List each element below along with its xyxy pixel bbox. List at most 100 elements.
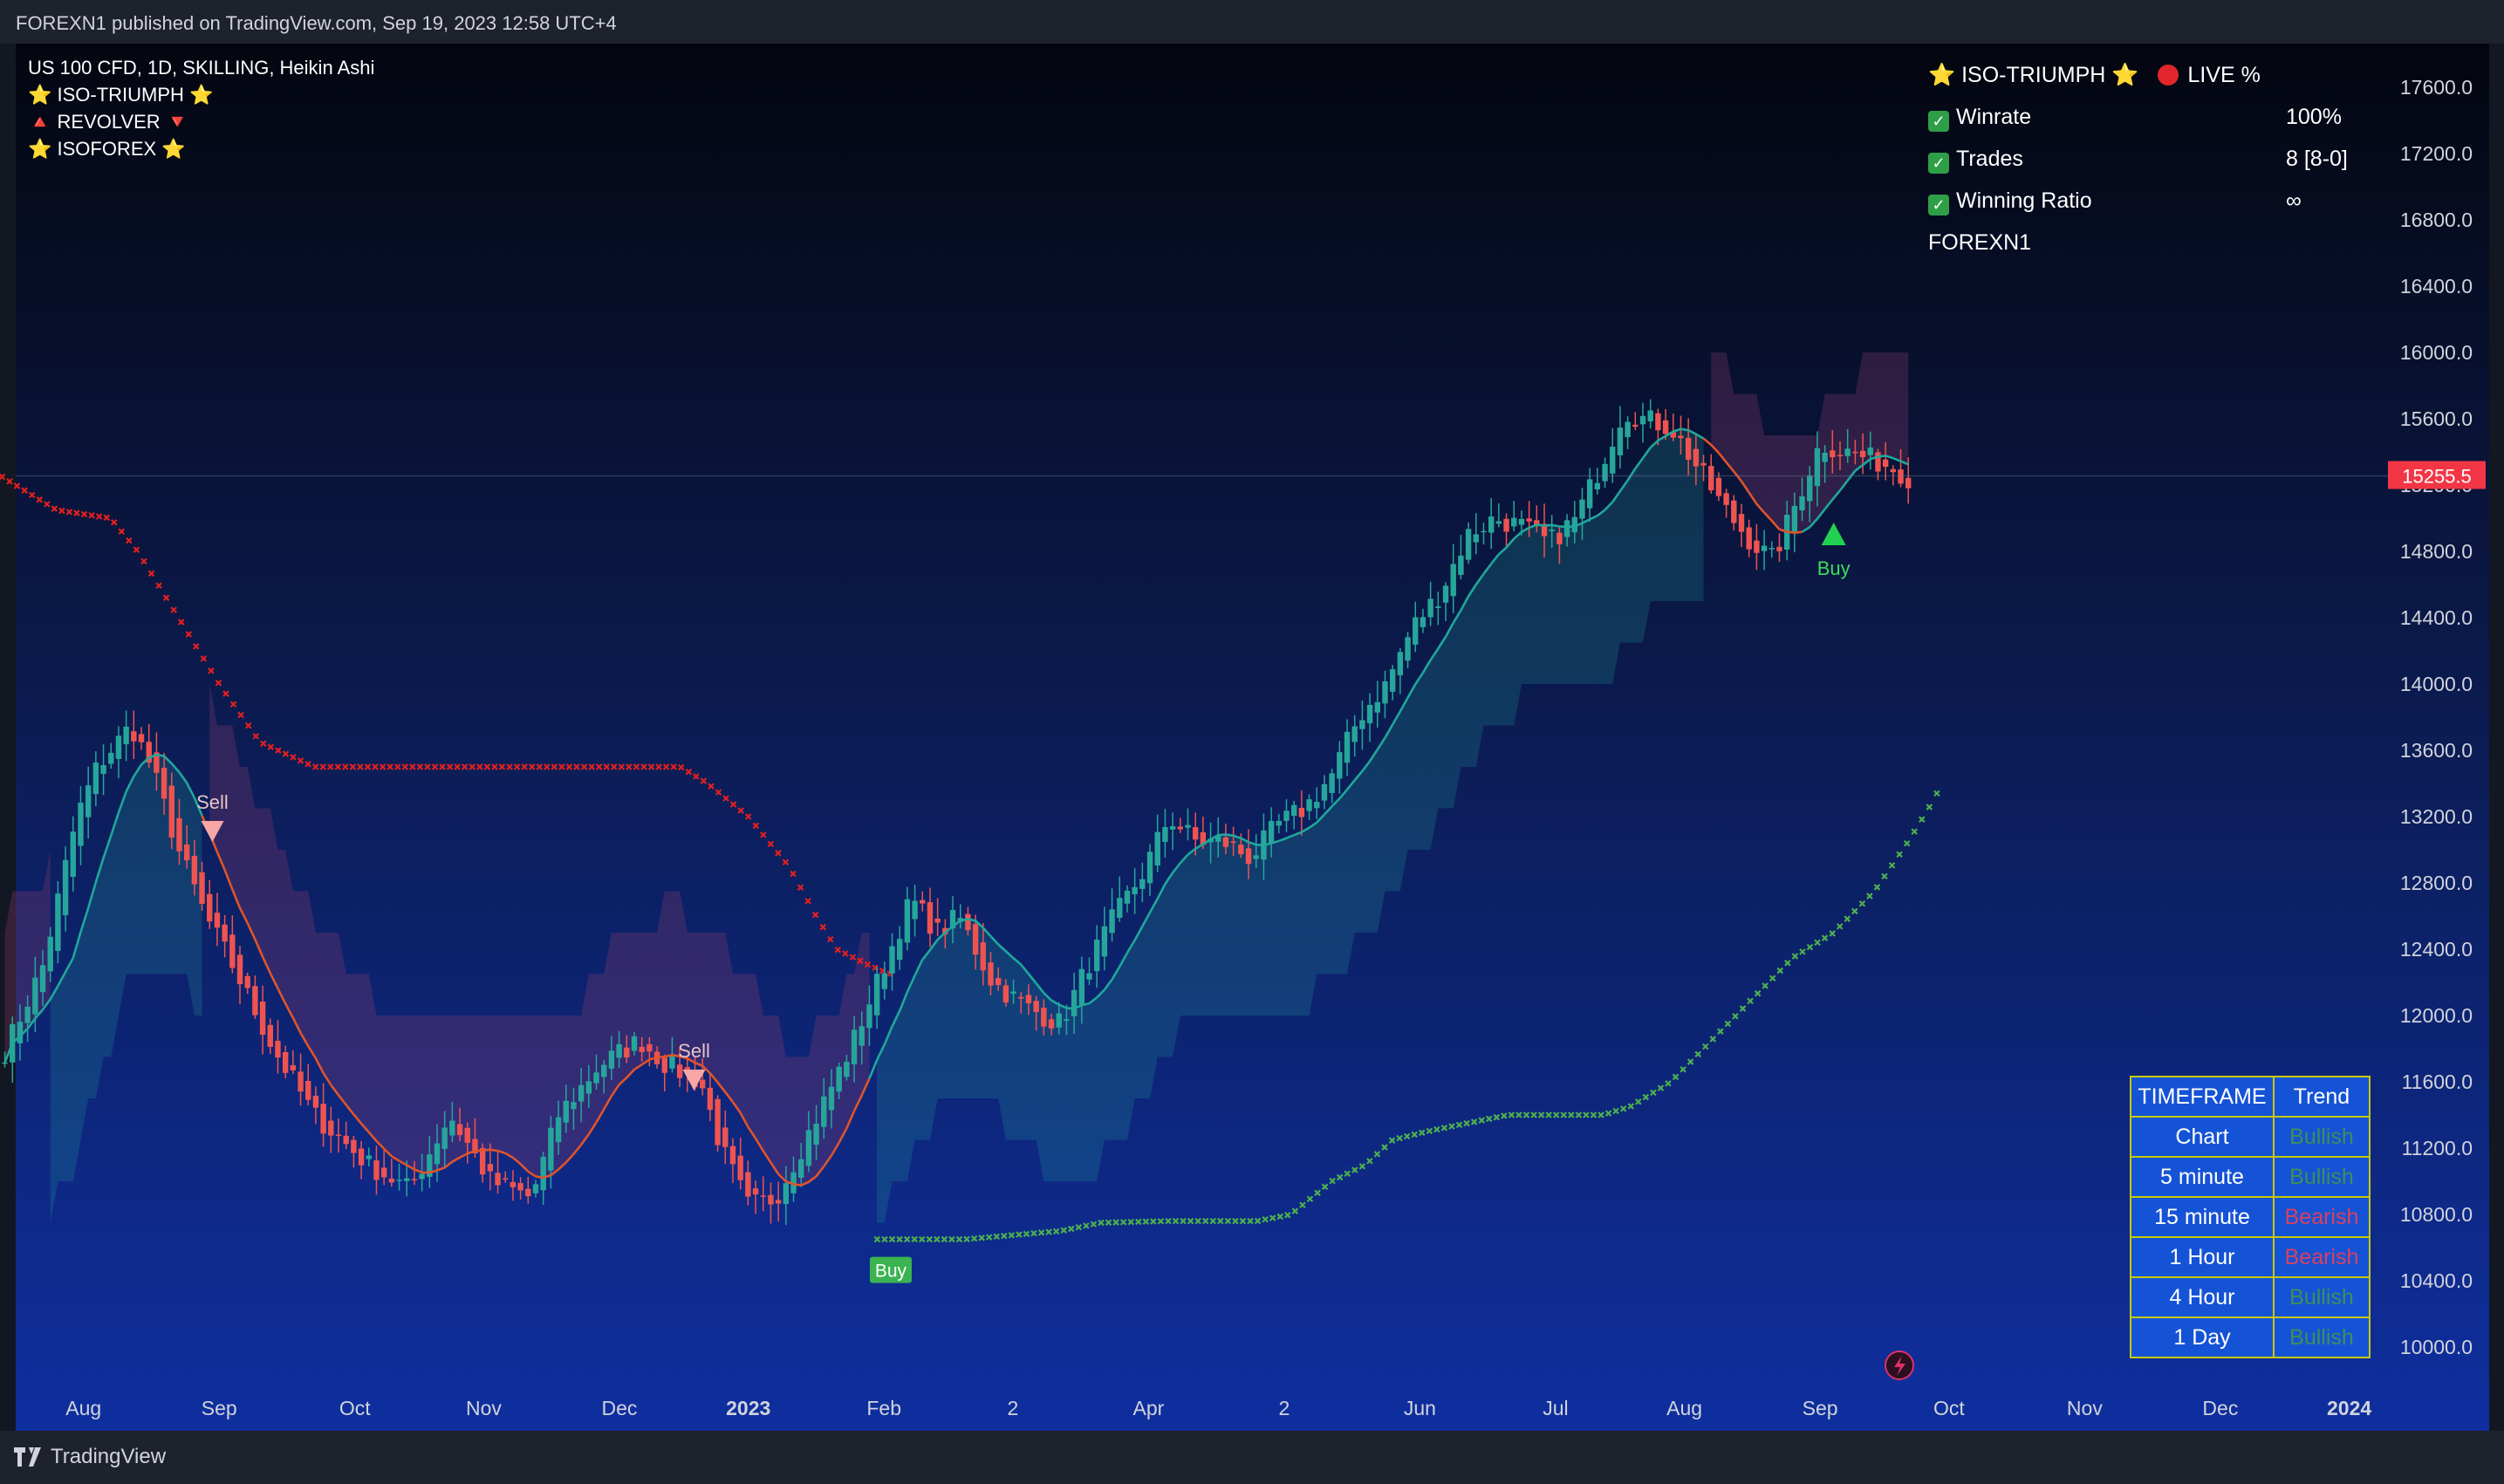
revolver-red-dot [229, 701, 237, 708]
candle-body [631, 1036, 638, 1051]
candle-body [1844, 448, 1851, 456]
candle-body [229, 934, 236, 968]
candle-body [844, 1062, 850, 1077]
candle-body [472, 1139, 478, 1153]
revolver-green-dot [1657, 1084, 1665, 1091]
revolver-green-dot [1926, 804, 1933, 810]
revolver-red-dot [424, 763, 431, 770]
trend-line-segment [391, 1155, 400, 1162]
candle-body [1154, 831, 1160, 866]
candle-body [821, 1096, 827, 1127]
revolver-red-dot [864, 961, 872, 968]
revolver-green-dot [1247, 1217, 1254, 1225]
candle-body [92, 763, 99, 795]
trend-line-segment [550, 1168, 559, 1177]
revolver-red-dot [655, 763, 662, 770]
trend-line-segment [1164, 872, 1174, 886]
y-tick-label: 17200.0 [2400, 142, 2473, 165]
revolver-green-dot [1635, 1098, 1642, 1105]
revolver-green-dot [1686, 1058, 1694, 1065]
revolver-green-dot [1119, 1219, 1127, 1226]
chart-pane[interactable] [16, 44, 2489, 1431]
revolver-red-dot [767, 840, 775, 848]
trend-line-segment [19, 1028, 29, 1037]
trend-line-segment [497, 1149, 506, 1155]
candle-body [593, 1072, 599, 1084]
indicator-isoforex[interactable]: ⭐ ISOFOREX ⭐ [28, 138, 186, 160]
candle-body [1488, 516, 1495, 533]
revolver-red-dot [618, 763, 626, 770]
trend-line-segment [1838, 480, 1849, 492]
trend-line-segment [618, 1077, 628, 1086]
revolver-green-dot [1314, 1189, 1321, 1197]
candle-body [1132, 886, 1138, 895]
trend-line-segment [1353, 770, 1364, 782]
indicator-iso-triumph[interactable]: ⭐ ISO-TRIUMPH ⭐ [28, 84, 214, 106]
trend-line-segment [1248, 840, 1257, 846]
symbol-title[interactable]: US 100 CFD, 1D, SKILLING, Heikin Ashi [28, 57, 375, 79]
trend-line-segment [1597, 509, 1606, 517]
revolver-green-dot [1426, 1127, 1433, 1135]
trend-cell: Bullish [2273, 1276, 2371, 1318]
revolver-green-dot [1366, 1157, 1373, 1165]
candle-body [1791, 505, 1798, 533]
trend-line-segment [79, 907, 90, 933]
candle-body [267, 1024, 273, 1047]
revolver-green-dot [1851, 907, 1858, 915]
sell-signal-label: Sell [196, 791, 229, 813]
revolver-green-dot [1276, 1213, 1284, 1221]
revolver-red-dot [588, 763, 595, 770]
revolver-green-dot [1373, 1151, 1381, 1158]
tradingview-logo[interactable]: TradingView [14, 1444, 166, 1470]
candle-body [532, 1184, 539, 1193]
revolver-red-dot [133, 546, 140, 553]
candle-body [851, 1029, 858, 1064]
trend-line-segment [852, 1094, 863, 1112]
trend-line-segment [1581, 518, 1591, 524]
y-tick-label: 13600.0 [2400, 739, 2473, 762]
candle-body [972, 924, 979, 955]
trend-line-segment [626, 1069, 635, 1079]
revolver-red-dot [610, 763, 618, 770]
candle-body [722, 1127, 729, 1147]
revolver-green-dot [1604, 1110, 1612, 1117]
candle-body [1344, 731, 1351, 763]
candle-body [548, 1127, 554, 1171]
revolver-red-dot [544, 763, 551, 770]
revolver-green-dot [1918, 816, 1926, 823]
revolver-green-dot [1508, 1111, 1515, 1118]
trend-line-segment [1482, 563, 1493, 575]
revolver-red-dot [558, 763, 565, 770]
stats-label: Trades [1956, 147, 2023, 171]
stats-label: Winning Ratio [1956, 188, 2092, 213]
candle-body [1146, 851, 1153, 884]
revolver-red-dot [319, 763, 326, 770]
revolver-green-dot [1844, 915, 1851, 922]
trend-line-segment [679, 1055, 688, 1060]
revolver-green-dot [1903, 840, 1911, 847]
revolver-red-dot [409, 763, 416, 770]
revolver-green-dot [1396, 1134, 1403, 1142]
trend-line-segment [1710, 443, 1720, 454]
candle-body [78, 803, 84, 846]
candle-body [275, 1040, 281, 1058]
trend-line-segment [1618, 479, 1629, 492]
indicator-revolver[interactable]: 🔺 REVOLVER 🔻 [28, 111, 190, 133]
candle-body [191, 855, 198, 885]
revolver-red-dot [506, 763, 513, 770]
candle-body [760, 1195, 766, 1197]
timeframe-cell: Chart [2130, 1116, 2275, 1158]
revolver-green-dot [1201, 1217, 1209, 1225]
revolver-red-dot [379, 763, 387, 770]
revolver-green-dot [1814, 939, 1821, 947]
stats-header: ⭐ ISO-TRIUMPH ⭐ LIVE % [1928, 63, 2364, 105]
trend-line-segment [102, 835, 113, 858]
trend-line-segment [1779, 528, 1788, 533]
trend-line-segment [1376, 736, 1386, 750]
candle-body [517, 1183, 523, 1191]
table-row: 1 Day Bullish [2130, 1316, 2371, 1358]
candle-body [1586, 479, 1593, 509]
candle-body [320, 1104, 326, 1134]
candle-body [236, 954, 243, 985]
